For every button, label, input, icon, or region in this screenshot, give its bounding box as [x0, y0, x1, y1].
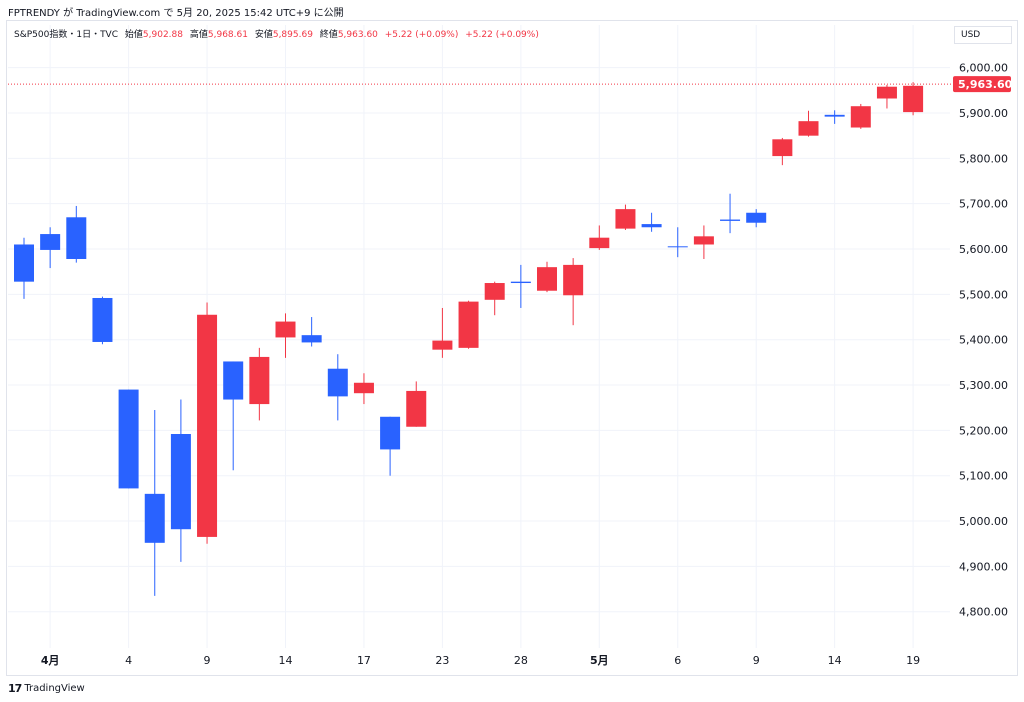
y-tick-label: 5,800.00	[959, 152, 1008, 165]
low-label: 安値	[254, 30, 273, 40]
candle-body[interactable]	[275, 321, 296, 338]
x-tick-label: 4月	[41, 654, 60, 667]
y-tick-label: 5,400.00	[959, 334, 1008, 347]
y-tick-label: 4,900.00	[959, 560, 1008, 573]
candle-body[interactable]	[641, 224, 662, 228]
candle-body[interactable]	[824, 114, 845, 117]
candle-body[interactable]	[458, 301, 479, 348]
candle-body[interactable]	[14, 244, 34, 282]
x-tick-label: 28	[514, 654, 528, 667]
close-value: 5,963.60	[337, 30, 378, 40]
x-tick-label: 19	[906, 654, 920, 667]
candle-body[interactable]	[589, 237, 610, 249]
candle-body[interactable]	[432, 340, 453, 350]
y-tick-label: 5,700.00	[959, 198, 1008, 211]
x-tick-label: 14	[828, 654, 842, 667]
change-value-2: +5.22 (+0.09%)	[465, 30, 539, 40]
candle-body[interactable]	[772, 139, 793, 157]
candle-body[interactable]	[301, 335, 322, 343]
candle-body[interactable]	[92, 297, 113, 342]
open-value: 5,902.88	[142, 30, 183, 40]
x-tick-label: 23	[435, 654, 449, 667]
close-label: 終値	[319, 30, 338, 40]
chart-frame	[6, 20, 1018, 676]
candle-body[interactable]	[66, 217, 87, 259]
low-value: 5,895.69	[272, 30, 313, 40]
tradingview-logo-icon: 17	[8, 682, 22, 695]
candle-body[interactable]	[746, 212, 767, 223]
y-tick-label: 4,800.00	[959, 606, 1008, 619]
candle-body[interactable]	[720, 219, 741, 221]
y-tick-label: 5,900.00	[959, 107, 1008, 120]
y-tick-label: 5,300.00	[959, 379, 1008, 392]
x-tick-label: 5月	[590, 654, 609, 667]
x-tick-label: 9	[204, 654, 211, 667]
grid-lines	[8, 25, 950, 648]
candle-body[interactable]	[903, 85, 924, 113]
x-tick-label: 14	[279, 654, 293, 667]
y-tick-label: 5,200.00	[959, 424, 1008, 437]
y-tick-label: 5,100.00	[959, 470, 1008, 483]
candles	[14, 82, 924, 596]
candle-body[interactable]	[223, 361, 244, 400]
last-price-tag-label: 5,963.60	[958, 78, 1013, 91]
candle-body[interactable]	[693, 236, 714, 245]
candle-body[interactable]	[537, 267, 557, 291]
candle-body[interactable]	[615, 209, 636, 229]
x-tick-label: 9	[753, 654, 760, 667]
y-tick-label: 5,000.00	[959, 515, 1008, 528]
candle-body[interactable]	[40, 234, 61, 250]
y-tick-label: 5,600.00	[959, 243, 1008, 256]
symbol-label[interactable]: S&P500指数・1日・TVC	[14, 30, 119, 40]
open-label: 始値	[124, 30, 143, 40]
x-tick-label: 6	[674, 654, 681, 667]
footer-brand: 17 TradingView	[8, 682, 85, 695]
x-axis-ticks: 4月 4 9 14 17 23 28 5月 6 9 14 19	[41, 654, 920, 667]
candle-body[interactable]	[118, 389, 139, 489]
candle-body[interactable]	[563, 264, 584, 296]
ohlc-legend: S&P500指数・1日・TVC 始値5,902.88 高値5,968.61 安値…	[14, 27, 539, 40]
change-value: +5.22 (+0.09%)	[384, 30, 459, 40]
y-tick-label: 5,500.00	[959, 288, 1008, 301]
candle-body[interactable]	[170, 434, 191, 530]
candle-body[interactable]	[380, 416, 401, 450]
x-tick-label: 17	[357, 654, 371, 667]
candle-body[interactable]	[197, 314, 218, 537]
last-price-tag	[953, 76, 1011, 93]
candle-body[interactable]	[510, 281, 531, 284]
high-value: 5,968.61	[207, 30, 248, 40]
y-tick-label: 6,000.00	[959, 62, 1008, 75]
candle-body[interactable]	[484, 283, 505, 300]
candle-body[interactable]	[667, 246, 688, 248]
candle-body[interactable]	[249, 356, 270, 405]
candle-body[interactable]	[850, 106, 871, 128]
candle-body[interactable]	[798, 121, 819, 136]
y-axis-ticks: 4,800.00 4,900.00 5,000.00 5,100.00 5,200.00…	[959, 62, 1008, 619]
currency-selector[interactable]: USD	[954, 26, 1012, 44]
x-tick-label: 4	[125, 654, 132, 667]
high-label: 高値	[189, 30, 208, 40]
candle-body[interactable]	[144, 493, 165, 543]
candle-body[interactable]	[353, 382, 374, 394]
brand-name: TradingView	[24, 683, 85, 694]
publish-header: FPTRENDY が TradingView.com で 5月 20, 2025…	[8, 8, 344, 19]
candle-body[interactable]	[876, 86, 897, 99]
candle-body[interactable]	[406, 390, 427, 427]
candle-body[interactable]	[327, 368, 348, 397]
